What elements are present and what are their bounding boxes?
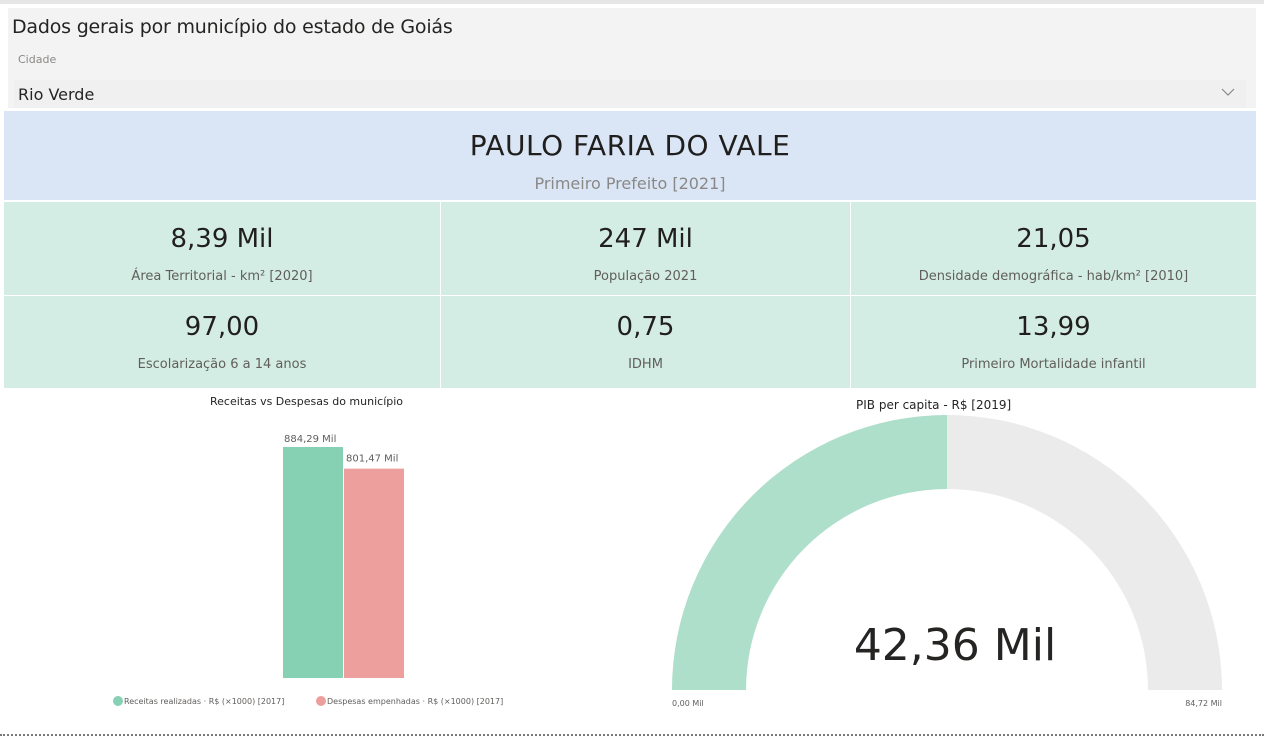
kpi-value: 247 Mil (598, 224, 693, 254)
bar-receitas[interactable] (283, 447, 343, 678)
gauge-max-label: 84,72 Mil (1185, 699, 1222, 708)
kpi-card-infant-mortality: 13,99 Primeiro Mortalidade infantil (851, 296, 1256, 389)
kpi-label: População 2021 (593, 269, 698, 284)
kpi-card-density: 21,05 Densidade demográfica - hab/km² [2… (851, 202, 1256, 296)
legend-unit-receitas: R$ (×1000) [2017] (209, 697, 285, 706)
bar-label-receitas: 884,29 Mil (284, 434, 336, 445)
kpi-value: 8,39 Mil (170, 224, 274, 254)
header-panel: Dados gerais por município do estado de … (8, 8, 1256, 108)
city-dropdown-value: Rio Verde (18, 85, 95, 104)
kpi-card-schooling: 97,00 Escolarização 6 a 14 anos (4, 296, 441, 389)
city-dropdown[interactable]: Rio Verde (14, 80, 1246, 108)
mayor-subtitle: Primeiro Prefeito [2021] (534, 174, 726, 193)
kpi-card-idhm: 0,75 IDHM (441, 296, 851, 389)
kpi-value: 0,75 (616, 312, 675, 342)
legend-separator: · (420, 697, 428, 706)
bar-chart-title: Receitas vs Despesas do município (210, 395, 404, 408)
kpi-card-area: 8,39 Mil Área Territorial - km² [2020] (4, 202, 441, 296)
kpi-label: Escolarização 6 a 14 anos (137, 357, 307, 372)
gauge-min-label: 0,00 Mil (672, 699, 704, 708)
legend-item-receitas[interactable]: Receitas realizadas · R$ (×1000) [2017] (124, 697, 284, 706)
kpi-label: Área Territorial - km² [2020] (131, 269, 313, 284)
kpi-label: Densidade demográfica - hab/km² [2010] (918, 269, 1189, 284)
legend-text-despesas: Despesas empenhadas (327, 697, 420, 706)
bottom-divider (0, 734, 1264, 736)
legend-item-despesas[interactable]: Despesas empenhadas · R$ (×1000) [2017] (327, 697, 503, 706)
kpi-value: 97,00 (184, 312, 260, 342)
bar-label-despesas: 801,47 Mil (346, 454, 398, 465)
gauge-title: PIB per capita - R$ [2019] (856, 398, 1012, 412)
legend-unit-despesas: R$ (×1000) [2017] (428, 697, 504, 706)
mayor-name: PAULO FARIA DO VALE (469, 129, 791, 162)
kpi-label: Primeiro Mortalidade infantil (961, 357, 1146, 372)
kpi-grid: 8,39 Mil Área Territorial - km² [2020] 2… (4, 202, 1256, 389)
kpi-label: IDHM (628, 357, 663, 372)
city-filter-label: Cidade (18, 53, 57, 66)
chevron-down-icon[interactable] (1220, 84, 1236, 100)
gauge-value-label: 42,36 Mil (854, 620, 1056, 671)
top-border (0, 0, 1264, 4)
legend-marker-despesas (316, 696, 326, 706)
legend-text-receitas: Receitas realizadas (124, 697, 201, 706)
legend-separator: · (201, 697, 209, 706)
page-title: Dados gerais por município do estado de … (12, 16, 453, 38)
gauge-value-arc[interactable] (672, 415, 947, 690)
kpi-value: 21,05 (1016, 224, 1091, 254)
bar-despesas[interactable] (344, 468, 404, 678)
bar-chart: 884,29 Mil 801,47 Mil Receitas realizada… (113, 434, 503, 706)
mayor-card: PAULO FARIA DO VALE Primeiro Prefeito [2… (4, 111, 1256, 200)
gauge-chart: 42,36 Mil 0,00 Mil 84,72 Mil (672, 415, 1222, 708)
kpi-value: 13,99 (1016, 312, 1091, 342)
legend-marker-receitas (113, 696, 123, 706)
kpi-card-population: 247 Mil População 2021 (441, 202, 851, 296)
